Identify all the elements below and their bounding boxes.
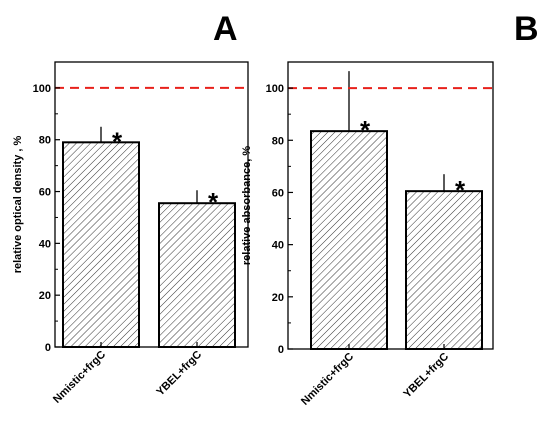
panel-a-plot-frame [54, 61, 249, 348]
panel-b-ytick-label-3: 60 [272, 187, 284, 199]
panel-a-ytick-label-2: 40 [39, 238, 51, 250]
panel-b-category-label-2: YBEL+frgC [401, 351, 451, 401]
panel-b-significance-2: * [455, 175, 466, 205]
panel-b-significance-1: * [360, 115, 371, 145]
panel-a-category-label-1: Nmistic+frgC [51, 349, 108, 406]
panel-a-ytick-label-3: 60 [39, 187, 51, 199]
panel-b-ytick-label-4: 80 [272, 135, 284, 147]
panel-b-plot-frame [287, 61, 494, 350]
panel-b-letter: B [514, 10, 539, 48]
panel-b-plot: * Nmistic+frgC * YBEL+frgC 0 20 40 60 80 100 relat… [241, 61, 494, 408]
panel-b-ylabel: relative absorbance, % [241, 146, 253, 265]
panel-a-category-label-2: YBEL+frgC [154, 349, 204, 399]
panel-b: B * Nmistic+frgC * YBEL+frgC 0 20 40 60 80 100 rel… [241, 10, 539, 408]
panel-a-bar-1 [62, 141, 140, 348]
panel-b-ytick-label-0: 0 [278, 344, 284, 356]
panel-b-ytick-label-1: 20 [272, 292, 284, 304]
panel-a-bar-2 [158, 202, 236, 348]
panel-a-ylabel: relative optical density , % [12, 136, 24, 274]
panel-a-ytick-label-5: 100 [33, 83, 51, 95]
panel-a-ytick-label-1: 20 [39, 290, 51, 302]
panel-a-ytick-label-0: 0 [45, 342, 51, 354]
panel-b-bar-1 [310, 130, 388, 350]
panel-a-letter: A [213, 10, 238, 48]
panel-a-significance-2: * [208, 187, 219, 217]
panel-a-plot: * Nmistic+frgC * YBEL+frgC 0 20 40 60 80 100 relat… [12, 61, 249, 406]
panel-b-ytick-label-2: 40 [272, 240, 284, 252]
panel-b-bar-2 [405, 190, 483, 350]
panel-a: A * Nmistic+frgC * YBEL+frgC 0 20 40 60 80 100 rel… [12, 10, 249, 406]
panel-b-ytick-label-5: 100 [266, 83, 284, 95]
panel-a-significance-1: * [112, 126, 123, 156]
panel-b-category-label-1: Nmistic+frgC [299, 351, 356, 408]
panel-a-ytick-label-4: 80 [39, 135, 51, 147]
